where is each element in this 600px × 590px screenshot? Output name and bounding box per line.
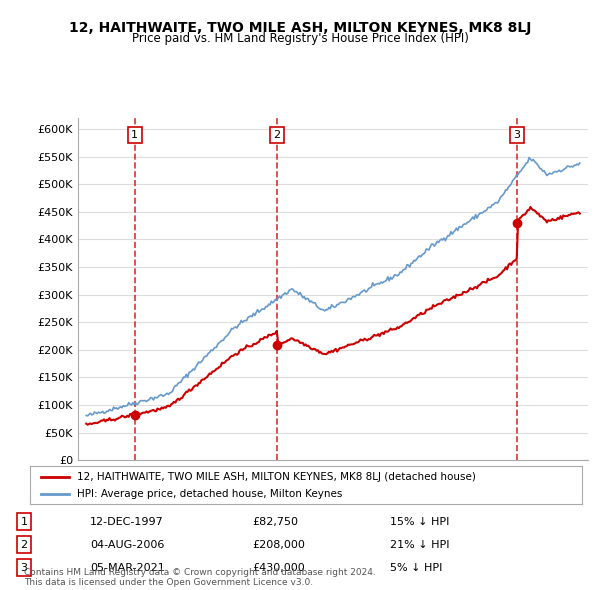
Text: 21% ↓ HPI: 21% ↓ HPI xyxy=(390,540,449,550)
Text: Price paid vs. HM Land Registry's House Price Index (HPI): Price paid vs. HM Land Registry's House … xyxy=(131,32,469,45)
Text: 2: 2 xyxy=(274,130,280,140)
Text: £430,000: £430,000 xyxy=(252,563,305,573)
Text: 15% ↓ HPI: 15% ↓ HPI xyxy=(390,517,449,526)
Text: 04-AUG-2006: 04-AUG-2006 xyxy=(90,540,164,550)
Text: 5% ↓ HPI: 5% ↓ HPI xyxy=(390,563,442,573)
Text: Contains HM Land Registry data © Crown copyright and database right 2024.
This d: Contains HM Land Registry data © Crown c… xyxy=(24,568,376,587)
Text: £208,000: £208,000 xyxy=(252,540,305,550)
Text: 12-DEC-1997: 12-DEC-1997 xyxy=(90,517,164,526)
Text: 3: 3 xyxy=(20,563,28,573)
Text: £82,750: £82,750 xyxy=(252,517,298,526)
Text: 12, HAITHWAITE, TWO MILE ASH, MILTON KEYNES, MK8 8LJ: 12, HAITHWAITE, TWO MILE ASH, MILTON KEY… xyxy=(69,21,531,35)
Text: 2: 2 xyxy=(20,540,28,550)
Text: 05-MAR-2021: 05-MAR-2021 xyxy=(90,563,165,573)
Text: HPI: Average price, detached house, Milton Keynes: HPI: Average price, detached house, Milt… xyxy=(77,489,342,499)
Text: 12, HAITHWAITE, TWO MILE ASH, MILTON KEYNES, MK8 8LJ (detached house): 12, HAITHWAITE, TWO MILE ASH, MILTON KEY… xyxy=(77,472,476,482)
Text: 3: 3 xyxy=(513,130,520,140)
Text: 1: 1 xyxy=(20,517,28,526)
Text: 1: 1 xyxy=(131,130,138,140)
